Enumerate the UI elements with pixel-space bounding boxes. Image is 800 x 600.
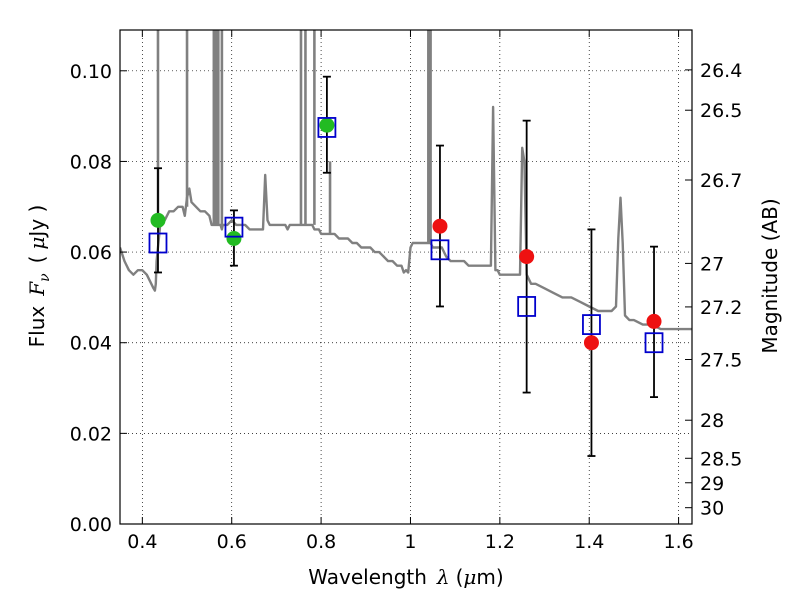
y-axis-unit-rest: Jy ) [25,205,49,239]
y-axis-unit-mu: μ [25,237,49,250]
data-markers [148,117,664,354]
x-axis-label: Wavelength λ (μm) [308,565,503,589]
x-tick-label: 0.8 [306,531,336,553]
y2-tick-labels: 26.4 26.5 26.7 27 27.2 27.5 28 28.5 29 30 [700,60,742,520]
data-point-square [582,314,601,335]
x-tick-label: 0.6 [217,531,247,553]
y2-axis-label: Magnitude (AB) [758,198,782,353]
y2-tick-label: 27.5 [700,349,742,371]
data-point-circle [519,249,535,265]
y-axis-label-symbol: F [25,281,49,297]
y-axis-unit-open: ( [25,256,49,264]
y2-tick-label: 29 [700,473,724,495]
plot-frame [119,29,693,525]
x-axis-label-text: Wavelength [308,565,427,589]
y-axis-label-text: Flux [25,306,49,348]
x-axis-label-symbol: λ [436,565,450,589]
y2-tick-label: 27.2 [700,297,742,319]
error-bars [153,75,659,457]
data-point-square [224,216,244,238]
y-tick-label: 0.06 [70,242,112,264]
y2-tick-label: 26.5 [700,100,742,122]
x-axis-unit-rest: m) [476,565,503,589]
data-point-circle [226,230,242,246]
y-tick-labels: 0.00 0.02 0.04 0.06 0.08 0.10 [70,61,112,536]
data-point-circle [150,212,166,228]
y2-tick-label: 26.4 [700,60,742,82]
data-point-circle [646,313,662,329]
axis-ticks [120,30,692,525]
y2-tick-label: 28 [700,410,724,432]
y-tick-label: 0.04 [70,333,112,355]
x-tick-label: 1.6 [663,531,693,553]
y-tick-label: 0.02 [70,423,112,445]
y-axis-label: Flux Fν ( μJy ) [25,205,53,348]
plot-area [120,30,692,457]
x-tick-label: 1.2 [485,531,515,553]
y2-tick-label: 26.7 [700,170,742,192]
y-axis-label-subscript: ν [37,273,53,282]
data-point-square [517,296,537,317]
data-point-circle [583,335,599,351]
data-point-square [148,232,168,254]
y2-tick-label: 30 [700,498,724,520]
x-tick-labels: 0.4 0.6 0.8 1 1.2 1.4 1.6 [127,531,693,553]
y-tick-label: 0.10 [70,61,112,83]
y2-tick-label: 28.5 [700,448,742,470]
y2-tick-label: 27 [700,253,724,275]
grid-lines [120,30,692,525]
y-tick-label: 0.08 [70,151,112,173]
x-axis-unit-open: ( [456,565,464,589]
x-tick-label: 0.4 [127,531,157,553]
data-point-square [644,332,664,354]
data-point-circle [319,117,335,133]
x-tick-label: 1.4 [574,531,604,553]
y-tick-label: 0.00 [70,514,112,536]
data-point-square [430,239,450,261]
data-point-square [317,117,337,138]
model-spectrum [120,30,692,331]
x-axis-unit-mu: μ [463,565,476,589]
data-point-circle [432,218,448,234]
spectrum-line [120,105,692,331]
x-tick-label: 1 [404,531,416,553]
